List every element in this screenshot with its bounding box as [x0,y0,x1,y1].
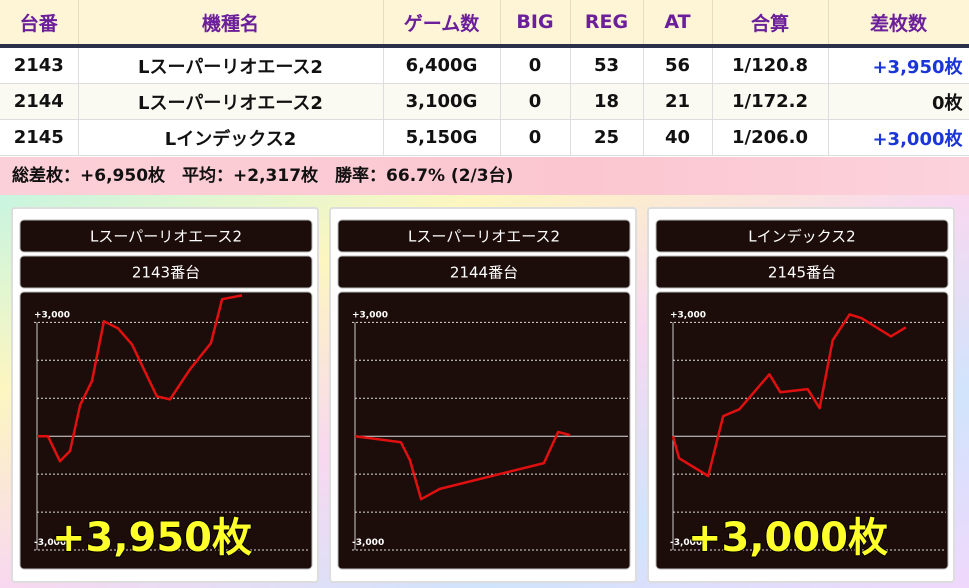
y-tick-label: -3,000 [670,538,702,548]
table-row: 2145 Lインデックス2 5,150G 0 25 40 1/206.0 +3,000枚 [0,119,969,156]
subtitle-bar [337,255,631,289]
column-header: 機種名 [78,0,384,48]
column-header: REG [570,0,644,48]
table-cell: 21 [643,83,713,120]
table-cell: 1/120.8 [712,46,829,84]
title-bar [655,219,949,253]
table-cell: 56 [643,46,713,84]
overlay-label: +3,000枚 [688,515,888,561]
charts: Lスーパーリオエース22143番台+3,000-3,000+3,950枚Lスーパ… [0,195,969,588]
table-cell: 3,100G [383,83,501,120]
data-line [37,294,243,463]
y-tick-label: +3,000 [352,310,388,320]
table-body: 2143 Lスーパーリオエース2 6,400G 0 53 56 1/120.8 +3,950枚… [0,46,969,156]
data-table: 台番 機種名 ゲーム数 BIG REG AT 合算 差枚数 2143 Lスーパーリオエース2 6,… [0,0,969,156]
table-cell: +3,000枚 [828,119,969,156]
header-row: 台番 機種名 ゲーム数 BIG REG AT 合算 差枚数 [0,0,969,48]
table-cell: 0 [500,83,571,120]
table-cell: 1/172.2 [712,83,829,120]
table-cell: Lインデックス2 [78,119,384,156]
column-header: 台番 [0,0,79,48]
subtitle-bar [655,255,949,289]
y-tick-label: +3,000 [670,310,706,320]
table-cell: 40 [643,119,713,156]
plot-area [337,291,631,570]
chart-title: Lスーパーリオエース2 [408,228,560,246]
chart-panel: Lスーパーリオエース2 2144番台 +3,000 -3,000 [329,207,637,583]
table-cell: 6,400G [383,46,501,84]
table-cell: 0 [500,119,571,156]
title-bar [337,219,631,253]
data-line [671,313,907,478]
table-cell: 5,150G [383,119,501,156]
data-line [354,430,571,501]
table-cell: 18 [570,83,644,120]
column-header: BIG [500,0,571,48]
table-cell: 2145 [0,119,79,156]
table-cell: 1/206.0 [712,119,829,156]
table-cell: 0 [500,46,571,84]
subtitle-bar [19,255,313,289]
y-tick-label: -3,000 [352,538,384,548]
table-row: 2144 Lスーパーリオエース2 3,100G 0 18 21 1/172.2 0枚 [0,83,969,120]
title-bar [19,219,313,253]
chart-title: Lインデックス2 [748,228,855,246]
table-cell: 0枚 [828,83,969,120]
y-tick-label: +3,000 [34,310,70,320]
table-cell: Lスーパーリオエース2 [78,46,384,84]
table-cell: 2144 [0,83,79,120]
chart-subtitle: 2144番台 [450,264,518,282]
column-header: AT [643,0,713,48]
table-cell: 53 [570,46,644,84]
plot-area [19,291,313,570]
column-header: 差枚数 [828,0,969,48]
column-header: ゲーム数 [383,0,501,48]
table-row: 2143 Lスーパーリオエース2 6,400G 0 53 56 1/120.8 +3,950枚 [0,46,969,84]
overlay-label: +3,950枚 [52,515,252,561]
chart-title: Lスーパーリオエース2 [90,228,242,246]
chart-subtitle: 2143番台 [132,264,200,282]
table-cell: +3,950枚 [828,46,969,84]
table-cell: 25 [570,119,644,156]
column-header: 合算 [712,0,829,48]
chart-subtitle: 2145番台 [768,264,836,282]
plot-area [655,291,949,570]
chart-panel: Lインデックス2 2145番台 +3,000 -3,000+3,000枚 [647,207,955,583]
chart-panel: Lスーパーリオエース2 2143番台 +3,000 -3,000+3,950枚 [11,207,319,583]
y-tick-label: -3,000 [34,538,66,548]
table-cell: 2143 [0,46,79,84]
table-cell: Lスーパーリオエース2 [78,83,384,120]
summary: 総差枚：+6,950枚 平均：+2,317枚 勝率：66.7% (2/3台) [0,157,969,195]
